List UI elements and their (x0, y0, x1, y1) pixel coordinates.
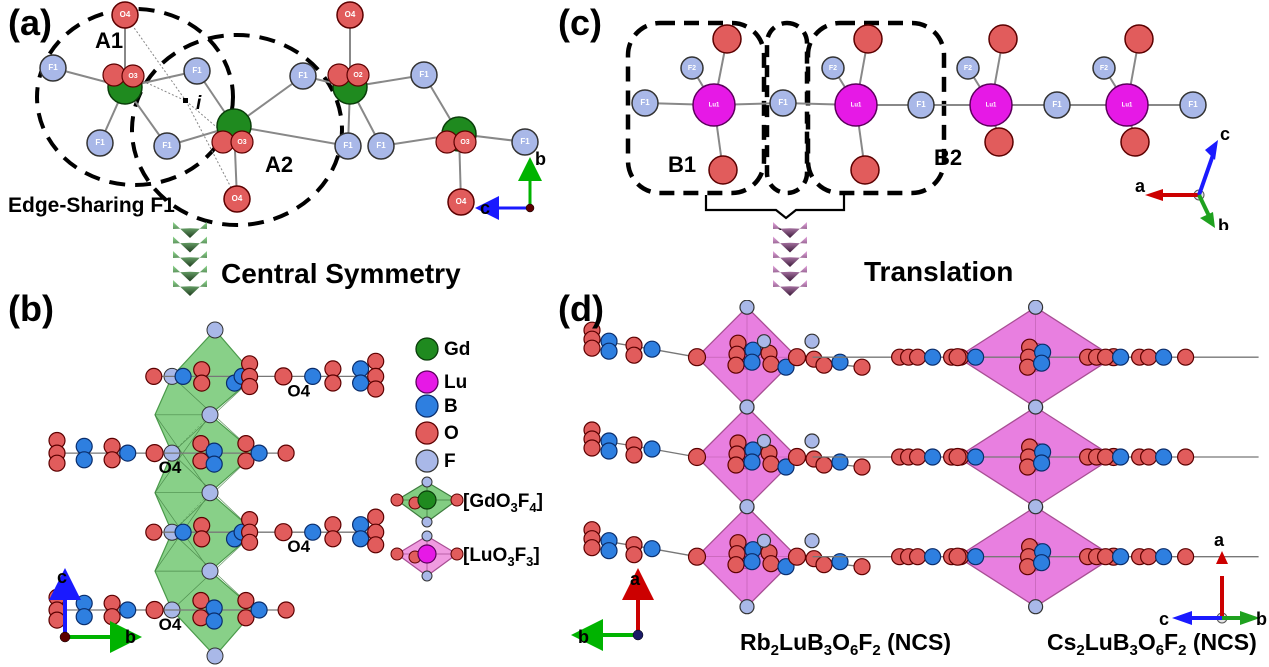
svg-text:Translation: Translation (864, 256, 1013, 287)
svg-text:Central Symmetry: Central Symmetry (221, 258, 461, 289)
